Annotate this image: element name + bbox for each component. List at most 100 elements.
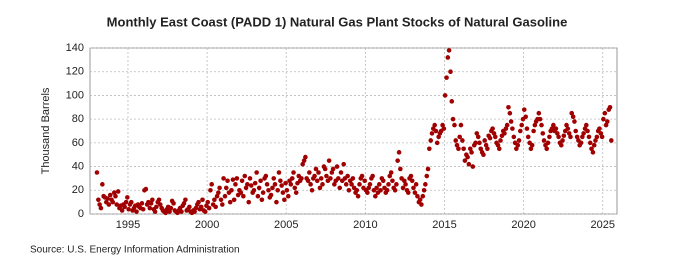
data-point xyxy=(394,182,399,187)
data-point xyxy=(313,166,319,172)
data-point xyxy=(218,197,224,203)
data-point xyxy=(242,173,248,179)
data-point xyxy=(247,176,253,181)
data-point xyxy=(453,138,459,143)
data-point xyxy=(473,140,478,146)
data-point xyxy=(570,114,576,120)
data-point xyxy=(589,146,594,152)
data-point xyxy=(330,166,336,172)
data-point xyxy=(202,209,208,214)
data-point xyxy=(540,131,546,136)
data-point xyxy=(284,187,290,193)
data-point xyxy=(285,193,291,199)
source-note: Source: U.S. Energy Information Administ… xyxy=(30,245,240,256)
data-point xyxy=(312,173,317,179)
x-tick-label: 2010 xyxy=(353,219,377,231)
y-tick-label: 40 xyxy=(72,160,84,172)
data-point xyxy=(122,204,127,210)
data-point xyxy=(248,183,254,188)
data-point xyxy=(276,170,282,175)
data-point xyxy=(324,173,329,179)
data-point xyxy=(587,140,593,146)
data-point xyxy=(462,158,468,163)
data-point xyxy=(220,202,225,207)
data-point xyxy=(152,209,158,214)
data-point xyxy=(387,173,393,179)
data-point xyxy=(458,122,464,128)
data-point xyxy=(293,190,299,195)
data-point xyxy=(221,176,226,181)
data-point xyxy=(547,134,552,140)
data-point xyxy=(467,146,473,152)
data-point xyxy=(478,146,484,152)
x-tick-label: 1995 xyxy=(116,219,140,231)
data-point xyxy=(259,197,265,203)
data-point xyxy=(511,134,517,140)
data-point xyxy=(299,176,304,181)
data-point xyxy=(565,126,571,131)
data-point xyxy=(233,182,238,187)
data-point xyxy=(183,197,188,203)
data-point xyxy=(305,178,311,184)
data-point xyxy=(537,116,543,122)
data-point xyxy=(198,204,204,210)
data-point xyxy=(374,185,379,191)
data-point xyxy=(598,131,604,136)
data-point xyxy=(564,122,569,128)
data-point xyxy=(94,170,100,175)
data-point xyxy=(515,142,521,148)
chart-title: Monthly East Coast (PADD 1) Natural Gas … xyxy=(107,14,568,29)
data-point xyxy=(400,185,406,191)
data-point xyxy=(429,131,435,136)
data-point xyxy=(448,69,453,75)
data-point xyxy=(581,131,586,136)
data-point xyxy=(594,134,600,140)
x-tick-label: 2000 xyxy=(195,219,219,231)
data-point xyxy=(214,193,220,199)
data-point xyxy=(597,126,602,131)
data-point xyxy=(445,55,451,60)
data-point xyxy=(307,170,312,175)
data-point xyxy=(367,182,373,187)
data-point xyxy=(442,93,448,98)
data-point xyxy=(355,193,361,199)
x-tick-label: 2015 xyxy=(432,219,456,231)
data-point xyxy=(466,161,472,167)
data-point xyxy=(456,146,461,152)
data-point xyxy=(230,177,236,182)
data-point xyxy=(343,182,349,187)
data-point xyxy=(129,199,134,205)
data-point xyxy=(503,126,509,131)
y-tick-label: 120 xyxy=(66,66,84,78)
data-point xyxy=(222,193,228,199)
data-point xyxy=(412,190,418,195)
data-point xyxy=(490,126,495,131)
data-point xyxy=(521,107,527,112)
data-point xyxy=(260,190,266,195)
data-point xyxy=(569,110,575,116)
data-point xyxy=(603,122,609,128)
data-point xyxy=(227,199,233,205)
data-point xyxy=(420,193,426,199)
x-tick-label: 2025 xyxy=(591,219,615,231)
data-point xyxy=(139,201,145,206)
x-tick-label: 2005 xyxy=(274,219,298,231)
data-point xyxy=(585,128,590,134)
data-point xyxy=(282,197,287,203)
y-tick-label: 100 xyxy=(66,89,84,101)
data-point xyxy=(388,170,394,175)
data-point xyxy=(593,138,598,143)
data-point xyxy=(590,150,596,155)
data-point xyxy=(346,187,352,193)
data-point xyxy=(378,187,383,193)
data-point xyxy=(528,146,534,152)
data-point xyxy=(425,166,431,172)
data-point xyxy=(450,116,456,122)
data-point xyxy=(205,199,211,205)
data-point xyxy=(123,199,129,205)
data-point xyxy=(332,182,337,187)
data-point xyxy=(508,119,514,124)
data-point xyxy=(350,176,356,181)
data-point xyxy=(256,185,262,191)
data-point xyxy=(432,122,437,128)
